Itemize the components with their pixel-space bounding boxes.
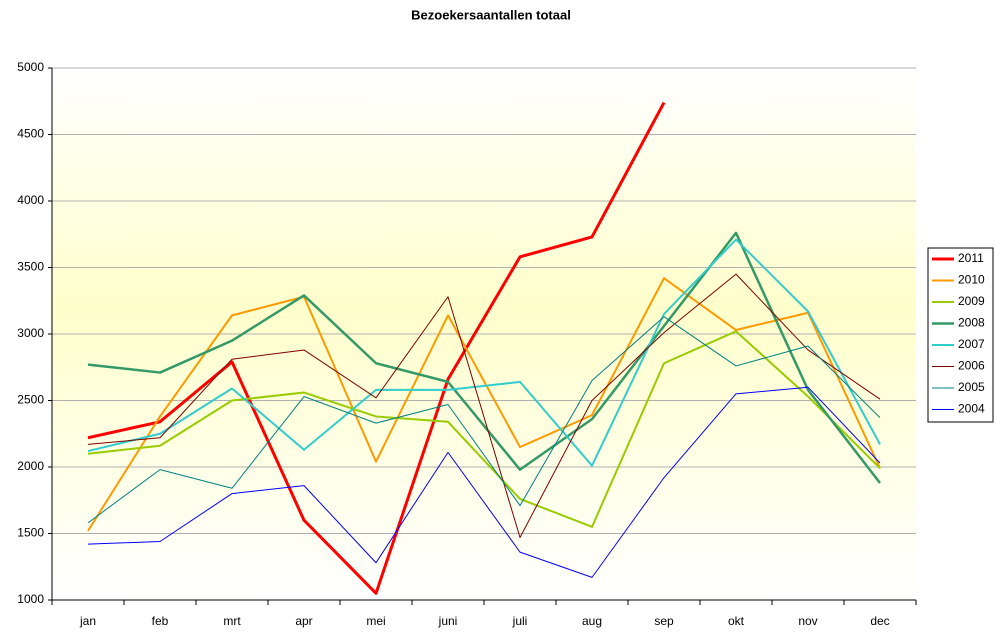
x-tick-label: mrt [223, 614, 241, 628]
y-tick-label: 1000 [17, 592, 44, 606]
x-tick-label: juni [438, 614, 458, 628]
series-line [87, 386, 881, 578]
legend-box [927, 247, 994, 423]
legend-label: 2005 [958, 380, 985, 394]
legend-label: 2010 [958, 273, 985, 287]
series-line [87, 277, 881, 532]
legend-label: 2008 [958, 316, 985, 330]
x-tick-label: okt [728, 614, 745, 628]
legend-label: 2004 [958, 402, 985, 416]
x-tick-label: aug [582, 614, 602, 628]
y-tick-label: 3000 [17, 326, 44, 340]
x-tick-label: feb [152, 614, 169, 628]
series-line [87, 231, 881, 484]
x-tick-label: juli [512, 614, 528, 628]
y-tick-label: 2000 [17, 459, 44, 473]
x-tick-label: jan [79, 614, 96, 628]
y-tick-label: 4000 [17, 193, 44, 207]
y-tick-label: 4500 [17, 127, 44, 141]
y-tick-label: 2500 [17, 393, 44, 407]
legend-label: 2011 [958, 251, 984, 265]
x-tick-label: apr [295, 614, 312, 628]
legend-label: 2006 [958, 359, 985, 373]
series-line [87, 316, 881, 524]
y-tick-label: 3500 [17, 260, 44, 274]
series-line [87, 101, 666, 595]
series-line [87, 330, 881, 528]
x-tick-label: nov [798, 614, 817, 628]
series-line [87, 238, 881, 467]
legend-label: 2009 [958, 294, 985, 308]
x-tick-label: sep [654, 614, 674, 628]
x-tick-label: mei [366, 614, 385, 628]
x-tick-label: dec [870, 614, 889, 628]
chart-title: Bezoekersaantallen totaal [411, 7, 571, 22]
y-tick-label: 5000 [17, 60, 44, 74]
legend-label: 2007 [958, 337, 985, 351]
y-tick-label: 1500 [17, 526, 44, 540]
series-line [87, 273, 881, 538]
